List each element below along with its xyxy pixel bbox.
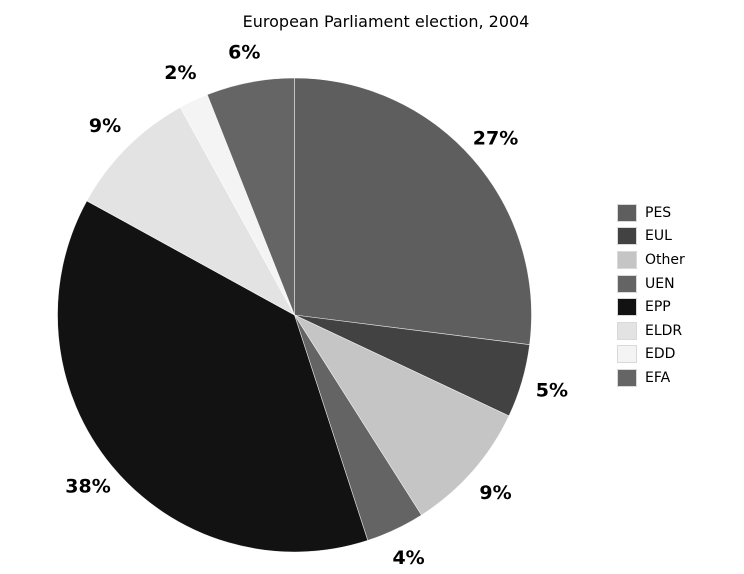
legend-swatch-other (617, 250, 637, 269)
pie-slice-other (293, 314, 510, 516)
slice-percent-label-epp: 38% (65, 475, 110, 497)
legend-row-epp: EPP (617, 295, 685, 319)
slice-percent-label-efa: 6% (228, 41, 260, 63)
legend-swatch-efa (617, 368, 637, 387)
pie-slice-pes (294, 77, 532, 346)
legend-row-efa: EFA (617, 366, 685, 390)
pie-slice-eldr (86, 106, 296, 316)
slice-percent-label-other: 9% (479, 482, 511, 504)
legend-label-edd: EDD (645, 346, 676, 363)
legend-label-uen: UEN (645, 275, 675, 292)
legend-label-eldr: ELDR (645, 322, 683, 339)
legend-label-other: Other (645, 251, 685, 268)
legend-swatch-eldr (617, 321, 637, 340)
slice-percent-label-eldr: 9% (89, 115, 121, 137)
legend-label-epp: EPP (645, 299, 671, 316)
legend-row-eldr: ELDR (617, 319, 685, 343)
legend-row-pes: PES (617, 201, 685, 225)
slice-percent-label-uen: 4% (392, 547, 424, 569)
legend: PES EUL Other UEN EPP ELDR EDD EFA (617, 201, 685, 390)
slice-percent-label-edd: 2% (164, 62, 196, 84)
legend-row-other: Other (617, 248, 685, 272)
legend-swatch-uen (617, 274, 637, 293)
legend-row-eul: EUL (617, 225, 685, 249)
pie-slice-efa (206, 77, 295, 316)
slice-percent-label-eul: 5% (536, 379, 568, 401)
legend-swatch-eul (617, 227, 637, 246)
legend-label-efa: EFA (645, 369, 671, 386)
legend-swatch-pes (617, 203, 637, 222)
legend-swatch-epp (617, 298, 637, 317)
pie-slice-epp (57, 200, 369, 553)
legend-row-edd: EDD (617, 343, 685, 367)
slice-percent-label-pes: 27% (473, 127, 518, 149)
legend-swatch-edd (617, 345, 637, 364)
chart-title: European Parliament election, 2004 (242, 12, 530, 31)
legend-label-eul: EUL (645, 228, 672, 245)
legend-label-pes: PES (645, 204, 672, 221)
legend-row-uen: UEN (617, 272, 685, 296)
